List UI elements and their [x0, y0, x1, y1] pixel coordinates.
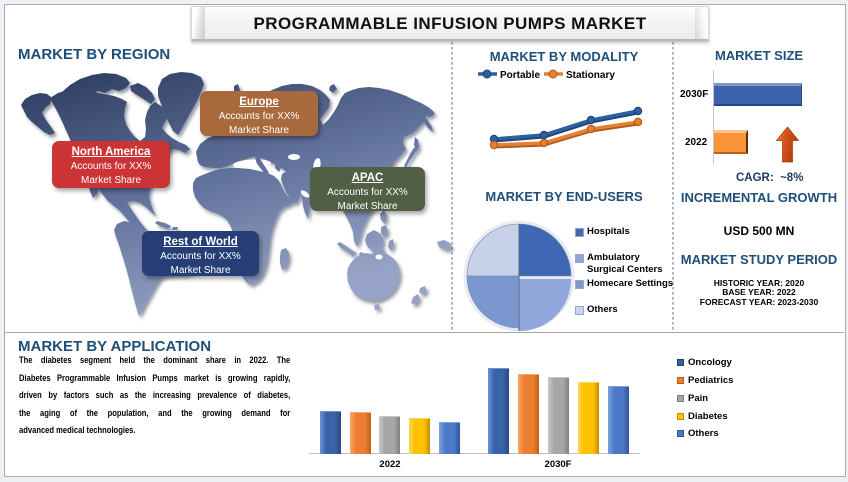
- svg-text:Stationary: Stationary: [566, 70, 615, 81]
- svg-text:Portable: Portable: [500, 70, 540, 81]
